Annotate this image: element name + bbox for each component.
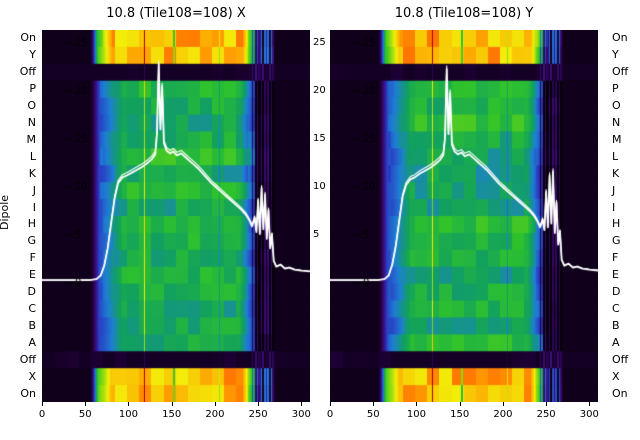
x-tick-label-1-50: 50 [366,409,380,420]
row-label-left-0: On [20,31,36,45]
row-label-left-19: Off [19,352,36,366]
row-label-right-19: Off [612,352,629,366]
row-label-left-13: F [29,251,36,265]
x-tick-mark-1-200 [502,402,504,406]
x-tick-mark-1-150 [459,402,461,406]
row-label-right-6: M [612,132,622,146]
row-label-right-13: F [612,251,619,265]
row-label-right-8: K [612,166,620,180]
x-tick-label-1-100: 100 [406,409,426,420]
row-label-left-3: P [29,82,36,96]
x-tick-mark-0-50 [85,402,87,406]
x-tick-mark-0-0 [42,402,43,406]
row-label-right-1: Y [612,48,619,62]
row-label-right-17: B [612,318,620,332]
row-label-left-2: Off [19,65,36,79]
row-label-left-4: O [27,99,36,113]
heatmap-plot-y [330,30,598,402]
row-label-right-18: A [612,335,620,349]
x-tick-mark-1-250 [546,402,548,406]
row-label-left-21: On [20,386,36,400]
x-tick-label-1-200: 200 [493,409,513,420]
row-label-right-20: X [612,369,620,383]
row-label-right-12: G [612,234,621,248]
row-label-right-11: H [612,217,621,231]
row-label-left-1: Y [29,48,36,62]
row-label-right-3: P [612,82,619,96]
x-tick-label-1-0: 0 [326,409,334,420]
row-label-right-9: J [612,183,616,197]
row-label-right-0: On [612,31,628,45]
row-label-right-7: L [612,149,619,163]
value-tick-right-15: 15 [313,133,326,144]
value-tick-right-5: 5 [313,229,320,240]
row-label-right-10: I [612,200,616,214]
row-label-left-12: G [27,234,36,248]
row-label-left-15: D [27,285,36,299]
x-tick-label-1-250: 250 [536,409,556,420]
x-tick-label-0-50: 50 [78,409,92,420]
x-tick-label-1-150: 150 [450,409,470,420]
row-label-left-18: A [28,335,36,349]
x-tick-label-0-150: 150 [162,409,182,420]
row-label-left-9: J [32,183,36,197]
row-label-right-16: C [612,302,620,315]
x-tick-label-0-100: 100 [118,409,138,420]
x-tick-mark-0-200 [214,402,216,406]
x-tick-mark-1-50 [373,402,375,406]
x-tick-label-1-300: 300 [579,409,599,420]
x-tick-label-0-300: 300 [291,409,311,420]
x-tick-mark-1-0 [330,402,331,406]
row-label-left-14: E [29,268,36,282]
row-label-left-20: X [28,369,36,383]
row-label-left-6: M [26,132,37,146]
row-label-right-15: D [612,285,621,299]
x-tick-mark-0-300 [301,402,303,406]
value-tick-right-25: 25 [313,37,326,48]
row-label-left-11: H [27,217,36,231]
heatmap-plot-x [42,30,310,402]
x-tick-mark-0-100 [128,402,130,406]
x-tick-label-0-0: 0 [38,409,46,420]
row-label-right-5: N [612,116,621,129]
row-label-left-10: I [32,200,36,214]
plot-title-x: 10.8 (Tile108=108) X [106,6,246,21]
row-label-left-7: L [29,149,36,163]
row-label-left-8: K [28,166,36,180]
row-label-right-2: Off [612,65,629,79]
x-tick-mark-1-100 [416,402,418,406]
x-tick-label-0-250: 250 [248,409,268,420]
row-label-right-21: On [612,386,628,400]
value-tick-right-20: 20 [313,85,326,96]
x-tick-label-0-200: 200 [205,409,225,420]
x-tick-mark-0-150 [171,402,173,406]
row-label-right-14: E [612,268,619,282]
x-tick-mark-0-250 [258,402,260,406]
plot-title-y: 10.8 (Tile108=108) Y [394,6,534,21]
row-label-right-4: O [612,99,621,113]
row-label-left-5: N [27,116,36,129]
row-label-left-17: B [28,318,36,332]
x-tick-mark-1-300 [589,402,591,406]
value-tick-right-10: 10 [313,181,326,192]
row-label-left-16: C [28,302,36,315]
